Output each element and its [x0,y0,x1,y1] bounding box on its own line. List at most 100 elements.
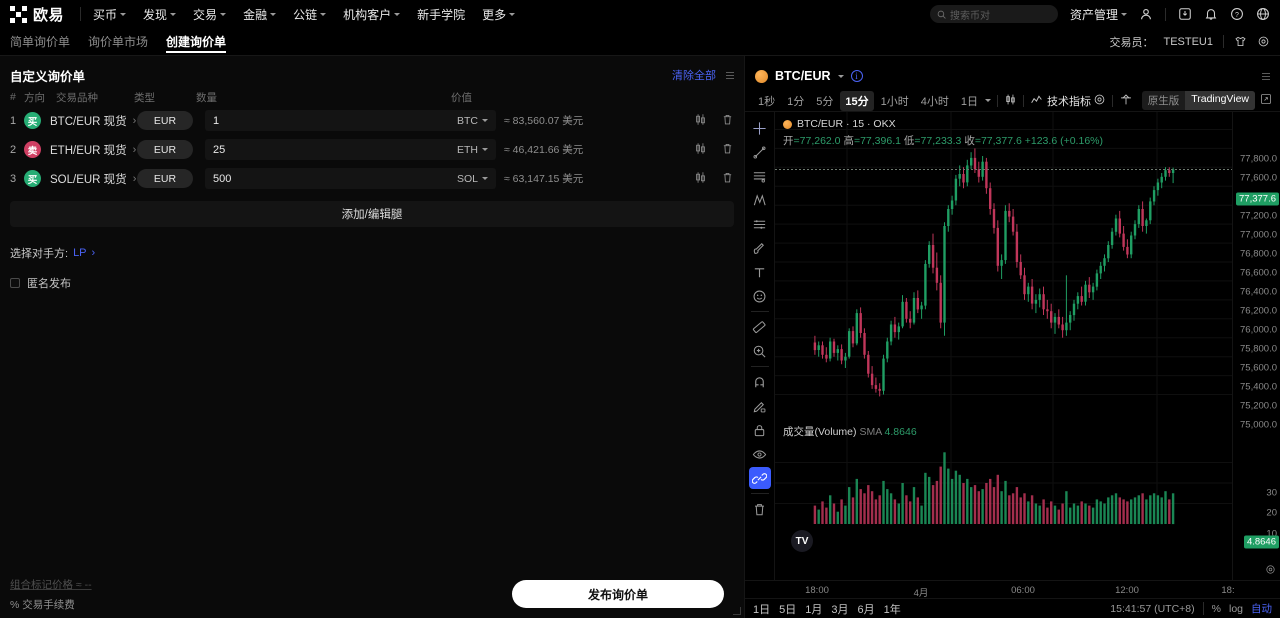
trash-icon[interactable] [749,498,771,520]
drag-handle-icon[interactable] [1262,72,1270,80]
drag-handle-icon[interactable] [726,71,734,79]
nav-item-finance[interactable]: 金融 [243,6,277,23]
text-icon[interactable] [749,261,771,283]
range-3mo[interactable]: 3月 [831,603,849,616]
tradingview-logo-icon[interactable]: TV [791,530,813,552]
quantity-unit-selector[interactable]: BTC [457,115,488,127]
user-icon[interactable] [1139,7,1153,21]
view-mode-segment[interactable]: 原生版 TradingView [1141,91,1255,110]
publish-rfq-button[interactable]: 发布询价单 [512,580,724,608]
price-axis[interactable]: 77,800.077,600.077,400.077,200.077,000.0… [1232,112,1280,580]
auto-scale-button[interactable]: 自动 [1251,603,1272,615]
range-1y[interactable]: 1年 [883,603,901,616]
snapshot-icon[interactable] [1119,93,1133,109]
type-pill[interactable]: EUR [137,169,193,188]
download-icon[interactable] [1178,7,1192,21]
table-row[interactable]: 1 买 BTC/EUR 现货 › EUR 1 BTC ≈ 83,560.07 美… [0,106,744,135]
nav-item-more[interactable]: 更多 [482,6,516,23]
range-5d[interactable]: 5日 [779,603,797,616]
assets-menu[interactable]: 资产管理 [1070,6,1127,23]
brush-icon[interactable] [749,237,771,259]
timeframe-1h[interactable]: 1小时 [880,95,909,108]
delete-icon[interactable] [721,142,734,158]
bell-icon[interactable] [1204,7,1218,21]
link-icon[interactable] [748,467,771,489]
resize-handle[interactable] [733,607,741,615]
chart-type-icon[interactable] [1004,93,1017,109]
fib-retracement-icon[interactable] [749,213,771,235]
magnet-icon[interactable] [749,371,771,393]
nav-item-institutional[interactable]: 机构客户 [343,6,401,23]
nav-item-discover[interactable]: 发现 [143,6,177,23]
candlestick-icon[interactable] [694,113,707,129]
nav-item-chain[interactable]: 公链 [293,6,327,23]
nav-item-buy-crypto[interactable]: 买币 [93,6,127,23]
table-row[interactable]: 3 买 SOL/EUR 现货 › EUR 500 SOL ≈ 63,147.15… [0,164,744,193]
eye-icon[interactable] [749,443,771,465]
view-tradingview[interactable]: TradingView [1185,91,1255,110]
counterparty-value[interactable]: LP [73,247,87,259]
quantity-input[interactable]: 1 BTC [205,110,496,131]
side-badge[interactable]: 买 [24,112,41,129]
chart-plot[interactable]: BTC/EUR · 15 · OKX 开=77,262.0 高=77,396.1… [775,112,1232,580]
candlestick-icon[interactable] [694,142,707,158]
pitchfork-icon[interactable] [749,189,771,211]
help-icon[interactable]: ? [1230,7,1244,21]
chart-pair-name[interactable]: BTC/EUR [775,69,831,83]
trend-line-icon[interactable] [749,141,771,163]
view-native[interactable]: 原生版 [1147,95,1180,107]
horizontal-lines-icon[interactable] [749,165,771,187]
crosshair-icon[interactable] [749,117,771,139]
anonymous-publish-row[interactable]: 匿名发布 [0,261,744,291]
add-edit-leg-button[interactable]: 添加/编辑腿 [10,201,734,227]
pencil-lock-icon[interactable] [749,395,771,417]
chevron-down-icon[interactable] [837,74,844,78]
type-pill[interactable]: EUR [137,140,193,159]
symbol-selector[interactable]: SOL/EUR 现货 › [41,171,137,187]
timeframe-5m[interactable]: 5分 [816,95,834,108]
quantity-input[interactable]: 500 SOL [205,168,496,189]
ruler-icon[interactable] [749,316,771,338]
timeframe-1s[interactable]: 1秒 [758,95,776,108]
timeframe-4h[interactable]: 4小时 [920,95,949,108]
search-input[interactable]: 搜索币对 [929,5,1058,23]
okx-logo[interactable]: 欧易 [10,4,64,25]
chevron-right-icon[interactable]: › [91,247,96,259]
side-badge[interactable]: 卖 [24,141,41,158]
emoji-icon[interactable] [749,285,771,307]
range-1d[interactable]: 1日 [753,603,771,616]
tab-create-rfq[interactable]: 创建询价单 [166,28,227,56]
nav-item-academy[interactable]: 新手学院 [417,6,465,23]
table-row[interactable]: 2 卖 ETH/EUR 现货 › EUR 25 ETH ≈ 46,421.66 … [0,135,744,164]
symbol-selector[interactable]: ETH/EUR 现货 › [41,142,137,158]
lock-icon[interactable] [749,419,771,441]
type-pill[interactable]: EUR [137,111,193,130]
range-6mo[interactable]: 6月 [857,603,875,616]
shirt-icon[interactable] [1234,35,1247,48]
timeframe-15m[interactable]: 15分 [840,90,874,111]
quantity-unit-selector[interactable]: SOL [457,173,488,185]
chevron-down-icon[interactable] [985,99,991,102]
side-badge[interactable]: 买 [24,170,41,187]
percent-scale-button[interactable]: % [1211,602,1221,615]
axis-settings-icon[interactable] [1265,564,1276,578]
anonymous-checkbox[interactable] [10,278,20,288]
time-axis[interactable]: 18:00 4月 06:00 12:00 18: [745,580,1280,599]
zoom-icon[interactable] [749,340,771,362]
tab-simple-rfq[interactable]: 简单询价单 [10,35,71,49]
fullscreen-icon[interactable] [1260,93,1272,108]
tab-rfq-market[interactable]: 询价单市场 [88,35,149,49]
delete-icon[interactable] [721,171,734,187]
info-icon[interactable]: i [850,70,863,82]
chart-settings-icon[interactable] [1093,93,1106,109]
symbol-selector[interactable]: BTC/EUR 现货 › [41,113,137,129]
timeframe-1m[interactable]: 1分 [787,95,805,108]
log-scale-button[interactable]: log [1228,602,1243,615]
indicators-button[interactable]: 技术指标 [1030,93,1091,109]
delete-icon[interactable] [721,113,734,129]
candlestick-icon[interactable] [694,171,707,187]
timeframe-1d[interactable]: 1日 [960,95,978,108]
quantity-input[interactable]: 25 ETH [205,139,496,160]
globe-icon[interactable] [1256,7,1270,21]
range-1mo[interactable]: 1月 [805,603,823,616]
